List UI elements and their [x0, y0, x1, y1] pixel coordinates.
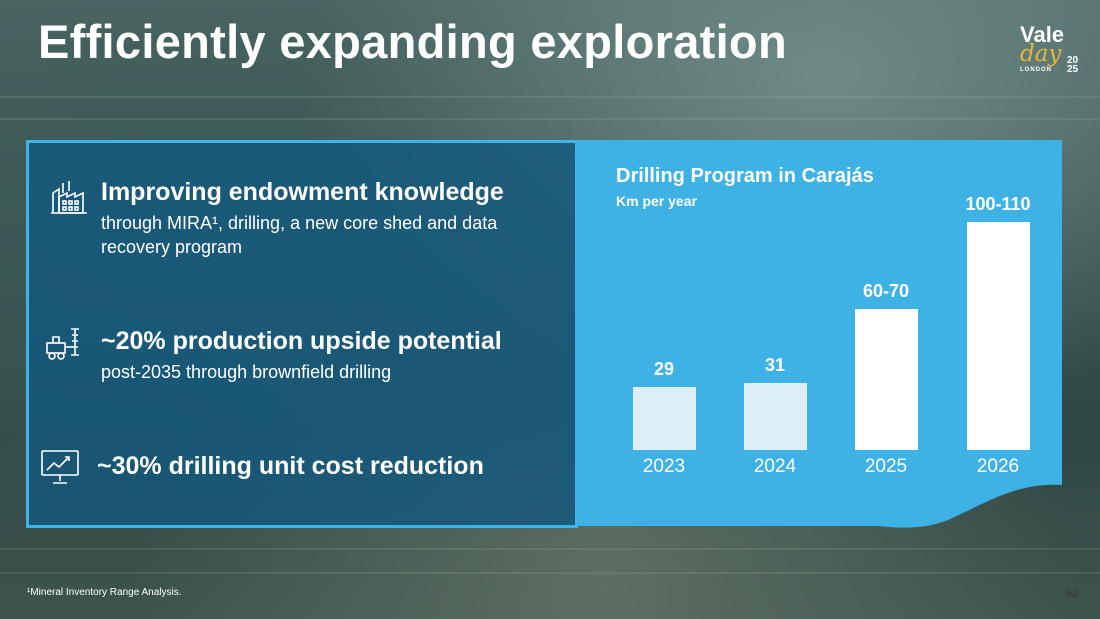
highlight-detail: post-2035 through brownfield drilling [101, 362, 392, 382]
category-label: 2025 [864, 456, 908, 477]
highlight-headline: ~20% production upside potential [101, 327, 502, 355]
slide-title: Efficiently expanding exploration [38, 15, 787, 68]
background-terrace [0, 96, 1100, 98]
bar-2025 [854, 309, 918, 450]
bar-value-label: 29 [653, 359, 675, 379]
industrial-plant-icon [49, 179, 93, 219]
footnote: ¹Mineral Inventory Range Analysis. [27, 587, 182, 598]
vale-day-logo: Vale day LONDON 20 25 [1018, 22, 1084, 78]
category-label: 2023 [642, 456, 686, 477]
category-label: 2026 [976, 456, 1020, 477]
highlights-panel: Improving endowment knowledge through MI… [26, 140, 578, 528]
chart-unit-label: Km per year [616, 193, 697, 209]
highlight-headline: ~30% drilling unit cost reduction [97, 452, 484, 480]
logo-year: 20 25 [1067, 55, 1079, 75]
highlight-headline: Improving endowment knowledge [101, 178, 504, 206]
highlight-detail: through MIRA¹, drilling, a new core shed… [101, 213, 498, 257]
logo-city-text: LONDON [1020, 67, 1052, 73]
bar-value-label: 100-110 [965, 194, 1031, 214]
bar-2024 [743, 383, 807, 450]
bar-2023 [632, 387, 696, 450]
logo-day-text: day [1020, 41, 1062, 67]
logo-year-bottom: 25 [1067, 64, 1079, 75]
chart-title: Drilling Program in Carajás [616, 165, 874, 187]
chart-panel-background [578, 140, 1062, 528]
logo-year-top: 20 [1067, 55, 1079, 66]
bar-value-label: 60-70 [862, 281, 910, 301]
logo-vale-text: Vale [1020, 22, 1065, 47]
drilling-chart-panel: Drilling Program in Carajás Km per year … [578, 140, 1068, 530]
category-label: 2024 [753, 456, 797, 477]
bar-2026 [966, 222, 1030, 450]
background-terrace [0, 572, 1100, 574]
drilling-rig-icon [43, 325, 87, 365]
page-number: 62 [1066, 588, 1079, 600]
background-terrace [0, 548, 1100, 550]
bar-value-label: 31 [764, 355, 786, 375]
background-terrace [0, 118, 1100, 120]
chart-monitor-icon [39, 448, 83, 488]
